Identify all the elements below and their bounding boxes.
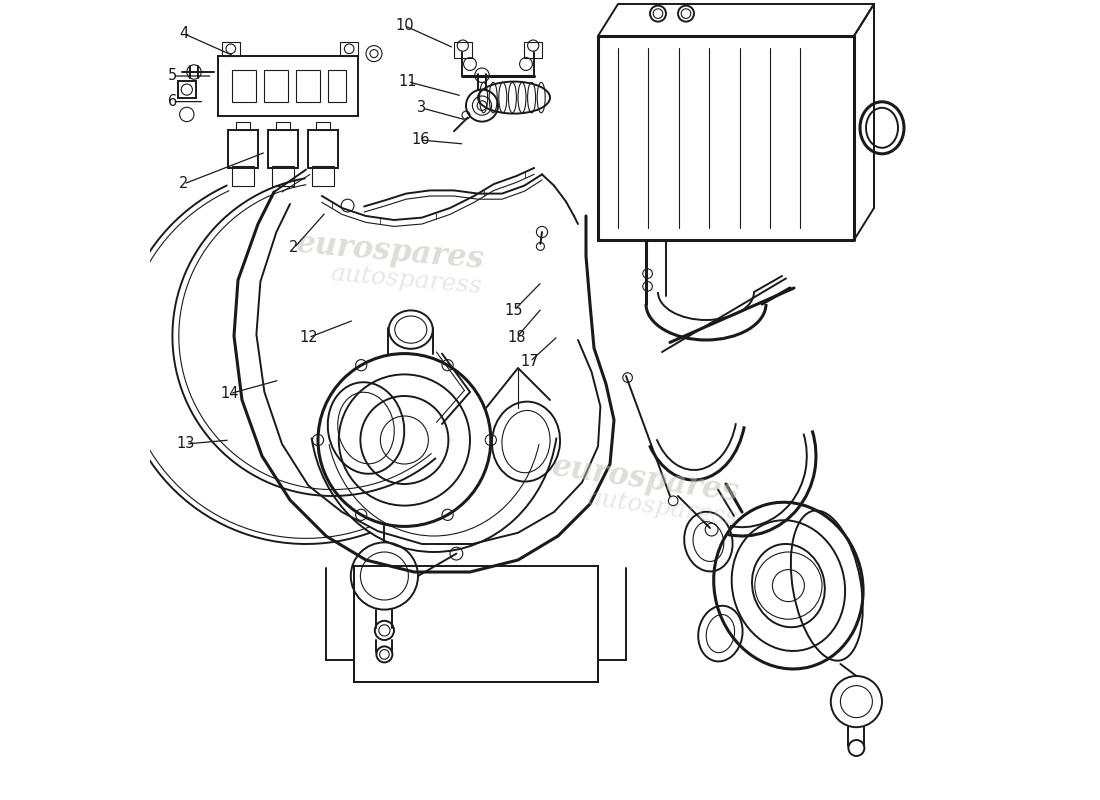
Bar bbox=[222, 42, 240, 56]
Bar bbox=[264, 70, 288, 102]
Bar bbox=[308, 130, 338, 168]
Text: 12: 12 bbox=[299, 330, 318, 345]
Bar bbox=[276, 122, 290, 130]
Text: 2: 2 bbox=[179, 177, 188, 191]
Bar bbox=[354, 566, 598, 682]
Bar bbox=[296, 70, 320, 102]
Text: eurospares: eurospares bbox=[550, 451, 741, 509]
Text: 2: 2 bbox=[289, 241, 299, 255]
Text: 17: 17 bbox=[520, 354, 539, 369]
Bar bbox=[329, 70, 346, 102]
Bar bbox=[311, 166, 334, 186]
Bar bbox=[235, 122, 250, 130]
Bar bbox=[316, 122, 330, 130]
Bar bbox=[228, 130, 258, 168]
Text: eurospares: eurospares bbox=[295, 228, 485, 276]
Bar bbox=[178, 81, 196, 98]
Text: 10: 10 bbox=[395, 18, 414, 33]
Text: 3: 3 bbox=[417, 101, 427, 115]
Bar bbox=[218, 56, 358, 116]
Bar bbox=[267, 130, 298, 168]
Bar bbox=[454, 42, 472, 58]
Text: autosparess: autosparess bbox=[329, 262, 483, 298]
Text: 18: 18 bbox=[507, 330, 526, 345]
Text: 5: 5 bbox=[168, 69, 177, 83]
Bar bbox=[232, 70, 256, 102]
Bar bbox=[232, 166, 254, 186]
Bar bbox=[340, 42, 358, 56]
Text: autosparess: autosparess bbox=[585, 486, 739, 530]
Text: 16: 16 bbox=[411, 133, 430, 147]
Text: 4: 4 bbox=[179, 26, 188, 41]
Text: 13: 13 bbox=[177, 437, 195, 451]
Text: 6: 6 bbox=[168, 94, 177, 109]
Text: 11: 11 bbox=[398, 74, 417, 89]
Bar bbox=[272, 166, 294, 186]
Text: 15: 15 bbox=[505, 303, 524, 318]
Text: 14: 14 bbox=[221, 386, 240, 401]
Bar bbox=[525, 42, 542, 58]
